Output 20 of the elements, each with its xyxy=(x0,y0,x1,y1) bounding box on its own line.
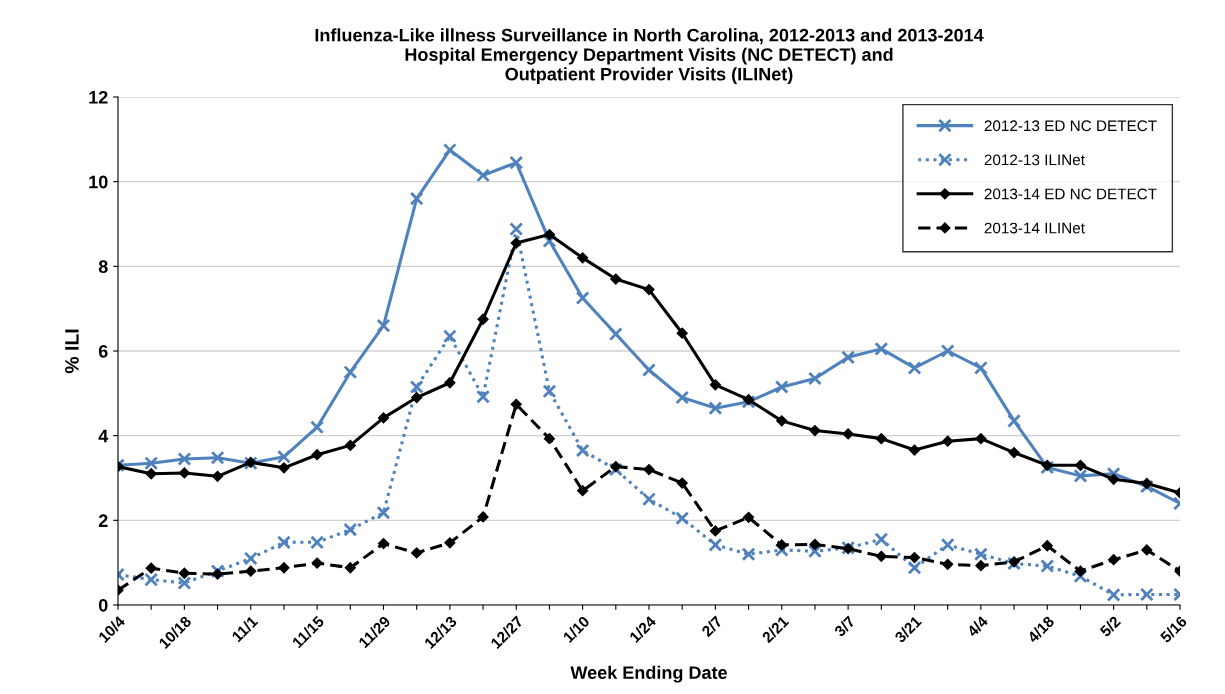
x-tick-label: 2/7 xyxy=(700,615,723,638)
y-tick-label: 2 xyxy=(98,514,108,527)
y-tick-label: 8 xyxy=(98,260,108,274)
y-tick-label: 0 xyxy=(98,598,108,612)
y-tick-label: 6 xyxy=(98,344,108,358)
x-tick-label: 5/2 xyxy=(1098,615,1122,638)
y-tick-label: 4 xyxy=(98,429,109,443)
y-tick-label: 12 xyxy=(89,90,108,104)
legend-label: 2012-13 ED NC DETECT xyxy=(984,120,1157,132)
legend-label: 2013-14 ED NC DETECT xyxy=(984,188,1157,200)
x-tick-label: 3/7 xyxy=(833,615,856,638)
y-axis-title: % ILI xyxy=(65,329,79,374)
legend-label: 2013-14 ILINet xyxy=(984,222,1085,234)
x-axis-title: Week Ending Date xyxy=(570,665,727,683)
x-tick-label: 4/4 xyxy=(966,614,989,638)
x-tick-label: 3/21 xyxy=(893,615,923,644)
legend-label: 2012-13 ILINet xyxy=(984,154,1085,166)
x-tick-label: 11/1 xyxy=(231,615,259,643)
y-tick-label: 10 xyxy=(89,175,108,189)
chart-title: Influenza-Like illness Surveillance in North Carolina, 2012-2013 and 2013-2014 Hospital Emergency Department Visits (NC DETECT) and Outpatient Provider Visits (ILINet) xyxy=(315,28,984,85)
